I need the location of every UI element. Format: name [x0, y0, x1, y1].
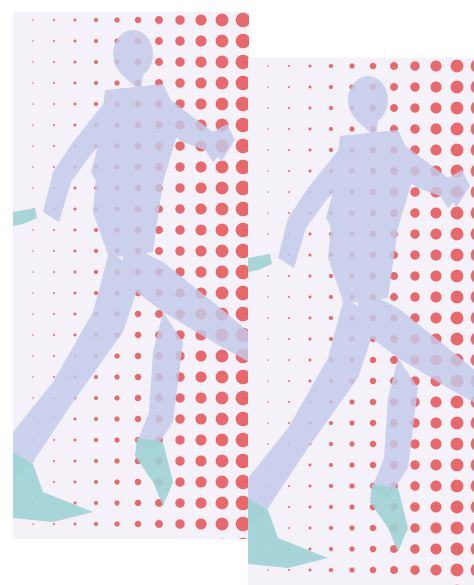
panel-left	[13, 12, 272, 553]
page: (() => { const data = JSON.parse(documen…	[0, 0, 474, 585]
panel-right	[248, 58, 474, 585]
artwork	[0, 0, 474, 585]
